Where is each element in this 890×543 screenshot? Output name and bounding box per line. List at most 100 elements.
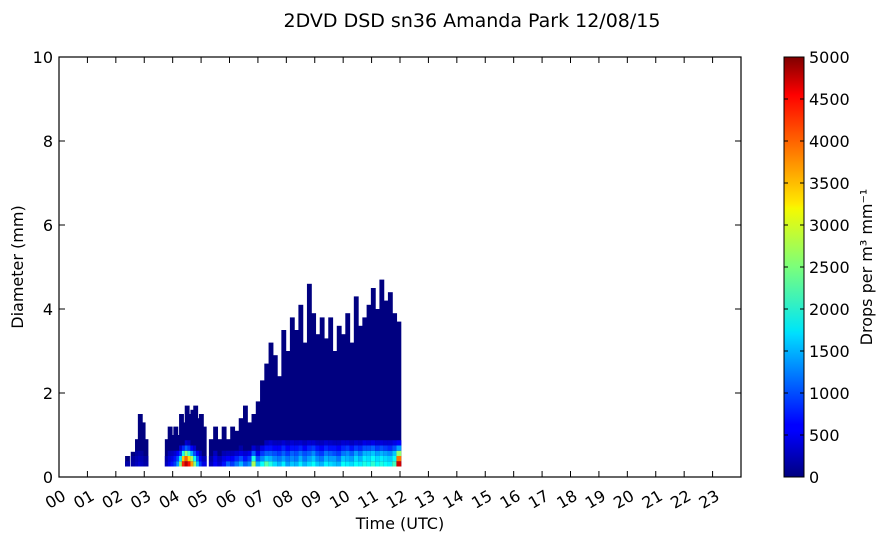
- heatmap-cell: [187, 445, 193, 451]
- heatmap-cell: [319, 445, 325, 451]
- heatmap-cell: [323, 440, 329, 446]
- y-tick-label: 8: [43, 132, 53, 151]
- heatmap-cell: [137, 456, 143, 462]
- heatmap-cell: [302, 456, 308, 462]
- heatmap-column: [298, 304, 304, 467]
- heatmap-cell: [272, 461, 278, 467]
- heatmap-cell: [345, 461, 351, 467]
- heatmap-cell: [255, 450, 261, 456]
- heatmap-cell: [392, 456, 398, 462]
- heatmap-column: [190, 409, 196, 467]
- heatmap-column: [319, 317, 325, 467]
- x-tick-label: 22: [667, 486, 694, 513]
- heatmap-cell: [272, 456, 278, 462]
- heatmap-column: [272, 355, 278, 467]
- heatmap-cell: [135, 461, 140, 467]
- heatmap-cell: [366, 440, 372, 446]
- heatmap-cell: [213, 450, 219, 456]
- heatmap-cell: [311, 440, 317, 446]
- heatmap-cell: [179, 450, 184, 456]
- y-tick-label: 0: [43, 468, 53, 487]
- x-tick-label: 00: [42, 486, 69, 513]
- heatmap-cell: [306, 440, 312, 446]
- heatmap-cell: [319, 450, 325, 456]
- heatmap-cell: [379, 456, 385, 462]
- heatmap-column: [345, 313, 351, 467]
- heatmap-column: [184, 405, 190, 467]
- heatmap-cell: [281, 445, 287, 451]
- heatmap-cell: [392, 440, 398, 446]
- heatmap-cell: [341, 461, 346, 467]
- heatmap-column: [221, 426, 227, 467]
- heatmap-cell: [184, 445, 190, 451]
- heatmap-cell: [190, 450, 196, 456]
- x-tick-label: 18: [553, 486, 580, 513]
- heatmap-cell: [298, 450, 304, 456]
- heatmap-cell: [264, 461, 270, 467]
- heatmap-cell: [201, 456, 207, 462]
- heatmap-cell: [289, 440, 295, 446]
- heatmap-column: [164, 439, 170, 467]
- heatmap-column: [362, 317, 368, 467]
- heatmap-cell: [221, 461, 227, 467]
- heatmap-cell: [358, 440, 363, 446]
- heatmap-cell: [238, 456, 244, 462]
- heatmap-cell: [387, 440, 393, 446]
- heatmap-cell: [277, 461, 282, 467]
- y-axis-label: Diameter (mm): [8, 205, 27, 328]
- heatmap-column: [383, 300, 389, 467]
- y-tick-label: 4: [43, 300, 53, 319]
- heatmap-column: [230, 426, 236, 467]
- heatmap-cell: [225, 456, 231, 462]
- heatmap-cell: [311, 445, 317, 451]
- heatmap-cell: [383, 461, 389, 467]
- heatmap-column: [167, 426, 173, 467]
- heatmap-column: [366, 304, 372, 467]
- heatmap-cell: [332, 445, 338, 451]
- heatmap-cell: [198, 456, 204, 462]
- heatmap-cell: [336, 445, 342, 451]
- heatmap-cell: [281, 450, 287, 456]
- x-tick-label: 08: [269, 486, 296, 513]
- heatmap-cell: [392, 450, 398, 456]
- heatmap-cell: [179, 461, 184, 467]
- x-tick-label: 05: [184, 486, 211, 513]
- heatmap-column: [179, 414, 184, 467]
- heatmap-cell: [358, 445, 363, 451]
- heatmap-cell: [196, 450, 201, 456]
- heatmap-cell: [260, 445, 265, 451]
- heatmap-cell: [315, 445, 321, 451]
- heatmap-cell: [170, 461, 176, 467]
- heatmap-cell: [379, 440, 385, 446]
- heatmap-cell: [383, 450, 389, 456]
- heatmap-cell: [349, 450, 355, 456]
- heatmap-cell: [143, 461, 149, 467]
- heatmap-column: [140, 422, 146, 467]
- heatmap-column: [311, 313, 317, 467]
- heatmap-cell: [181, 450, 187, 456]
- heatmap-cell: [268, 456, 274, 462]
- heatmap-cell: [396, 461, 402, 467]
- heatmap-cell: [184, 456, 190, 462]
- heatmap-cell: [294, 440, 300, 446]
- x-tick-label: 02: [99, 486, 126, 513]
- x-tick-label: 07: [241, 486, 268, 513]
- heatmap-cell: [251, 456, 257, 462]
- heatmap-cell: [370, 450, 376, 456]
- heatmap-cell: [167, 461, 173, 467]
- heatmap-cell: [345, 440, 351, 446]
- heatmap-column: [196, 418, 201, 467]
- heatmap-cell: [251, 450, 257, 456]
- heatmap-cell: [323, 450, 329, 456]
- heatmap-cell: [323, 456, 329, 462]
- heatmap-cell: [176, 461, 182, 467]
- x-tick-label: 15: [468, 486, 495, 513]
- heatmap-cell: [184, 461, 190, 467]
- x-tick-label: 06: [212, 486, 239, 513]
- heatmap-cell: [243, 461, 248, 467]
- heatmap-cell: [255, 456, 261, 462]
- heatmap-cell: [217, 461, 223, 467]
- colorbar-tick-label: 4000: [809, 132, 850, 151]
- heatmap-cell: [387, 461, 393, 467]
- heatmap-column: [260, 380, 265, 467]
